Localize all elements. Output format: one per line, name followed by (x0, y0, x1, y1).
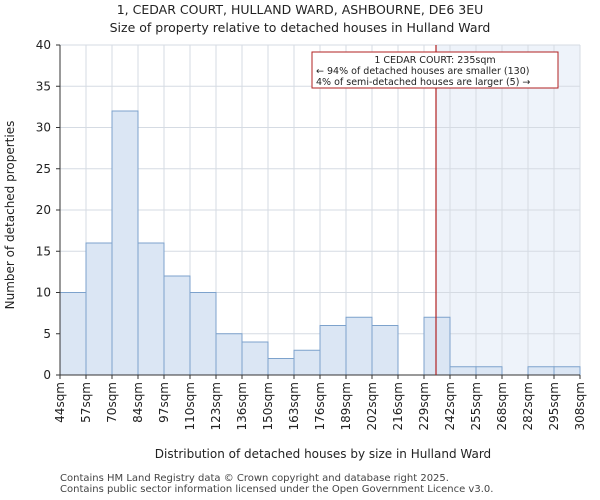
x-tick-label: 308sqm (573, 382, 587, 430)
x-tick-label: 136sqm (235, 382, 249, 430)
footer-copyright: Contains HM Land Registry data © Crown c… (60, 473, 449, 484)
x-tick-label: 229sqm (417, 382, 431, 430)
histogram-bar (449, 366, 477, 376)
annotation-title: 1 CEDAR COURT: 235sqm (374, 55, 495, 66)
histogram-bar (553, 366, 581, 376)
annotation-smaller: ← 94% of detached houses are smaller (13… (316, 66, 529, 77)
histogram-bar (85, 242, 113, 376)
x-tick-label: 268sqm (495, 382, 509, 430)
x-tick-label: 150sqm (261, 382, 275, 430)
x-tick-label: 255sqm (469, 382, 483, 430)
chart-title: 1, CEDAR COURT, HULLAND WARD, ASHBOURNE,… (116, 2, 484, 17)
histogram-bar (189, 292, 217, 376)
x-tick-label: 176sqm (313, 382, 327, 430)
y-tick-label: 0 (43, 368, 51, 382)
chart-subtitle: Size of property relative to detached ho… (109, 20, 491, 35)
x-tick-label: 216sqm (391, 382, 405, 430)
x-tick-label: 189sqm (339, 382, 353, 430)
x-tick-label: 282sqm (521, 382, 535, 430)
x-axis-label: Distribution of detached houses by size … (155, 447, 491, 461)
histogram-bar (345, 316, 373, 376)
y-tick-label: 20 (36, 203, 51, 217)
x-tick-label: 202sqm (365, 382, 379, 430)
annotation-box (311, 51, 559, 89)
annotation-larger: 4% of semi-detached houses are larger (5… (316, 77, 530, 88)
x-tick-label: 70sqm (105, 382, 119, 423)
x-tick-label: 123sqm (209, 382, 223, 430)
y-axis-label: Number of detached properties (3, 121, 17, 310)
histogram-bar (423, 316, 451, 376)
x-tick-label: 84sqm (131, 382, 145, 423)
x-tick-label: 163sqm (287, 382, 301, 430)
histogram-bar (215, 333, 243, 376)
histogram-bar (527, 366, 555, 376)
x-tick-label: 295sqm (547, 382, 561, 430)
histogram-bar (241, 341, 269, 376)
y-tick-label: 10 (36, 286, 51, 300)
y-tick-label: 5 (43, 327, 51, 341)
histogram-bar (371, 325, 399, 376)
histogram-bar (293, 349, 321, 376)
histogram-bar (475, 366, 503, 376)
y-tick-label: 35 (36, 79, 51, 93)
histogram-chart: 0 5 10 15 20 25 30 35 40 44sqm 57sqm 70sqm 84sqm 97sq… (3, 38, 587, 461)
x-tick-label: 57sqm (79, 382, 93, 423)
histogram-bar (319, 325, 347, 376)
x-tick-label: 44sqm (53, 382, 67, 423)
y-tick-label: 15 (36, 244, 51, 258)
histogram-bar (111, 110, 139, 376)
histogram-bar (59, 292, 87, 376)
y-tick-label: 25 (36, 162, 51, 176)
y-tick-label: 30 (36, 121, 51, 135)
x-tick-label: 242sqm (443, 382, 457, 430)
histogram-bar (137, 242, 165, 376)
y-tick-label: 40 (36, 38, 51, 52)
x-tick-label: 97sqm (157, 382, 171, 423)
histogram-bar (267, 358, 295, 376)
histogram-bar (163, 275, 191, 376)
x-tick-label: 110sqm (183, 382, 197, 430)
footer-licence: Contains public sector information licen… (60, 484, 494, 495)
